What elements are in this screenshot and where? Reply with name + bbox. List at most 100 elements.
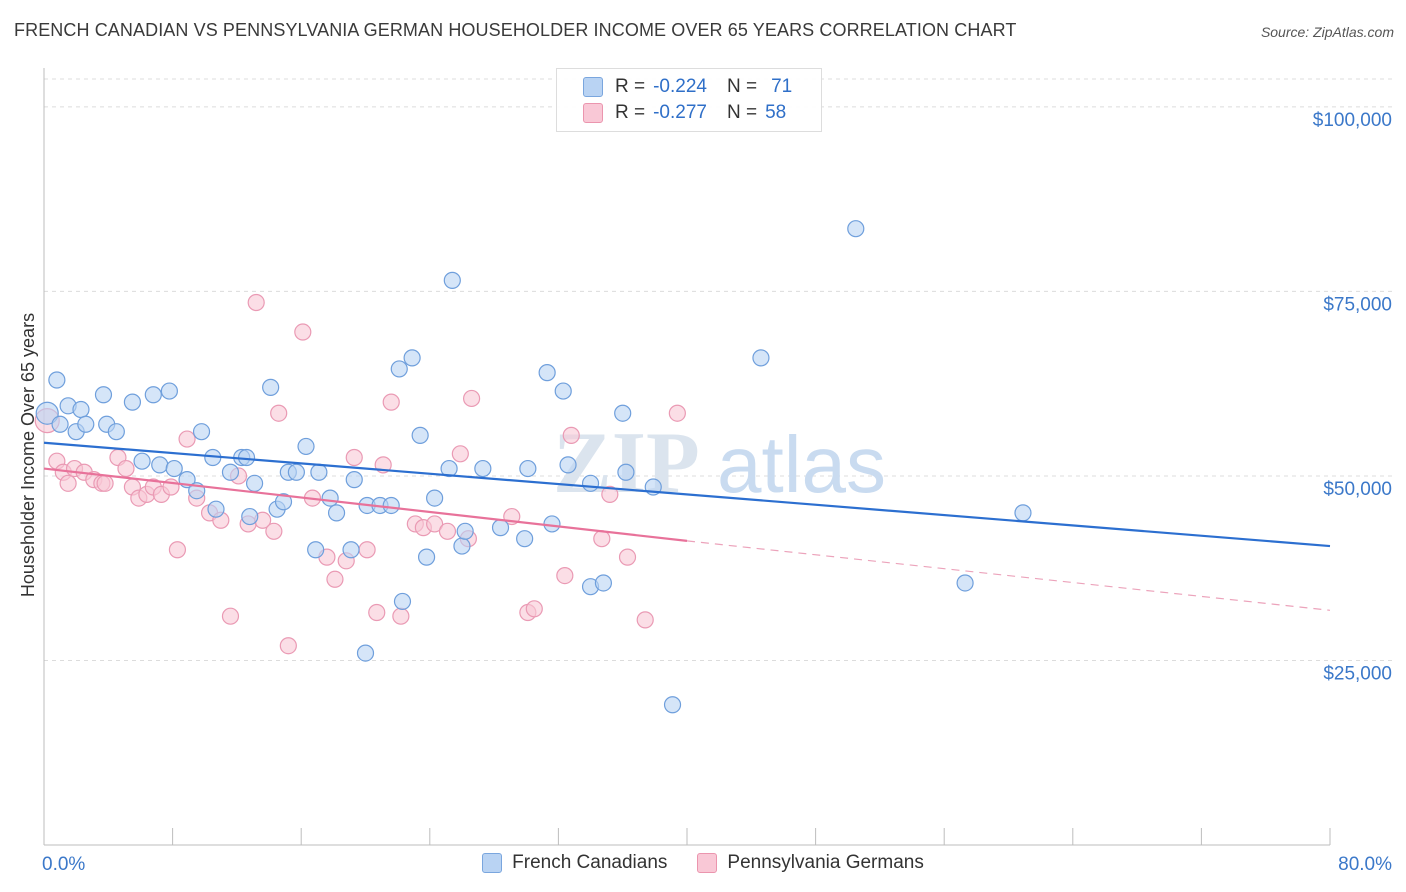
data-point-french-canadians bbox=[245, 474, 264, 492]
legend-label: French Canadians bbox=[512, 852, 668, 873]
data-point-french-canadians bbox=[262, 378, 280, 396]
data-point-pennsylvania-germans bbox=[636, 611, 654, 629]
data-point-pennsylvania-germans bbox=[358, 541, 376, 559]
data-point-french-canadians bbox=[77, 415, 95, 433]
data-point-french-canadians bbox=[543, 515, 561, 533]
data-point-french-canadians bbox=[581, 474, 600, 492]
data-point-french-canadians bbox=[107, 423, 125, 441]
legend-item-french-canadians[interactable]: French Canadians bbox=[482, 852, 667, 874]
data-point-french-canadians bbox=[221, 463, 240, 481]
data-point-french-canadians bbox=[554, 382, 572, 400]
data-point-french-canadians bbox=[390, 360, 408, 378]
legend-label: Pennsylvania Germans bbox=[727, 852, 924, 873]
data-point-french-canadians bbox=[287, 463, 305, 481]
data-point-french-canadians bbox=[752, 349, 770, 367]
legend-swatch-blue bbox=[583, 77, 603, 97]
data-point-french-canadians bbox=[94, 386, 113, 404]
data-point-pennsylvania-germans bbox=[294, 323, 312, 341]
data-point-french-canadians bbox=[165, 459, 183, 478]
data-point-pennsylvania-germans bbox=[562, 426, 580, 444]
legend-item-pennsylvania-germans[interactable]: Pennsylvania Germans bbox=[697, 852, 924, 874]
data-point-french-canadians bbox=[411, 426, 429, 444]
legend-n-label: N = bbox=[726, 102, 758, 123]
data-point-french-canadians bbox=[538, 364, 556, 382]
data-point-french-canadians bbox=[956, 574, 974, 592]
series-legend: French Canadians Pennsylvania Germans bbox=[0, 852, 1406, 874]
data-point-french-canadians bbox=[519, 459, 537, 478]
data-point-pennsylvania-germans bbox=[392, 607, 410, 625]
legend-swatch-pink bbox=[697, 853, 718, 873]
data-point-pennsylvania-germans bbox=[59, 474, 77, 492]
data-point-french-canadians bbox=[35, 401, 59, 425]
data-point-french-canadians bbox=[144, 386, 162, 404]
legend-r-label: R = bbox=[615, 102, 646, 123]
data-point-pennsylvania-germans bbox=[270, 404, 288, 422]
trend-line-pennsylvania-germans bbox=[43, 467, 688, 542]
legend-n-value: 71 bbox=[771, 76, 793, 97]
legend-n-label: N = bbox=[726, 76, 758, 97]
data-point-pennsylvania-germans bbox=[96, 474, 114, 492]
data-point-french-canadians bbox=[307, 541, 325, 559]
x-tick-label: 80.0% bbox=[1338, 854, 1392, 875]
data-point-pennsylvania-germans bbox=[525, 600, 543, 618]
data-point-pennsylvania-germans bbox=[279, 637, 297, 655]
data-point-french-canadians bbox=[310, 463, 328, 481]
legend-r-label: R = bbox=[615, 76, 646, 97]
data-point-french-canadians bbox=[133, 452, 151, 470]
data-point-french-canadians bbox=[426, 489, 444, 507]
watermark-atlas: atlas bbox=[717, 420, 886, 509]
y-tick-label: $100,000 bbox=[1313, 110, 1392, 131]
data-point-french-canadians bbox=[456, 522, 474, 540]
data-point-french-canadians bbox=[123, 393, 142, 411]
data-point-french-canadians bbox=[403, 349, 421, 367]
data-point-pennsylvania-germans bbox=[618, 548, 637, 566]
data-point-french-canadians bbox=[663, 696, 682, 714]
data-point-pennsylvania-germans bbox=[168, 541, 187, 559]
data-point-pennsylvania-germans bbox=[438, 522, 457, 540]
y-tick-label: $25,000 bbox=[1323, 663, 1392, 684]
data-point-pennsylvania-germans bbox=[462, 389, 481, 408]
data-point-french-canadians bbox=[443, 271, 461, 289]
data-point-french-canadians bbox=[356, 644, 375, 662]
data-point-pennsylvania-germans bbox=[382, 393, 400, 411]
data-point-pennsylvania-germans bbox=[345, 448, 363, 467]
data-point-french-canadians bbox=[417, 548, 436, 566]
data-point-french-canadians bbox=[192, 423, 211, 441]
legend-n-value: 58 bbox=[765, 102, 787, 123]
data-point-french-canadians bbox=[559, 456, 577, 474]
data-point-french-canadians bbox=[72, 400, 90, 419]
chart-title: FRENCH CANADIAN VS PENNSYLVANIA GERMAN H… bbox=[14, 20, 1017, 40]
data-point-french-canadians bbox=[207, 500, 225, 518]
y-tick-label: $75,000 bbox=[1323, 294, 1392, 315]
legend-r-value: -0.224 bbox=[653, 76, 707, 97]
data-point-french-canadians bbox=[393, 592, 412, 611]
legend-swatch-pink bbox=[583, 103, 603, 123]
data-point-pennsylvania-germans bbox=[178, 430, 196, 448]
legend-row-french-canadians: R = -0.224 N = 71 bbox=[583, 74, 792, 100]
y-axis-label: Householder Income Over 65 years bbox=[18, 313, 38, 597]
data-point-pennsylvania-germans bbox=[556, 566, 574, 585]
data-point-french-canadians bbox=[847, 220, 865, 238]
data-point-pennsylvania-germans bbox=[265, 522, 283, 540]
data-point-pennsylvania-germans bbox=[221, 607, 240, 625]
data-point-pennsylvania-germans bbox=[247, 293, 265, 312]
data-point-french-canadians bbox=[160, 382, 178, 400]
data-point-french-canadians bbox=[342, 541, 360, 559]
data-point-french-canadians bbox=[327, 504, 346, 522]
data-point-french-canadians bbox=[453, 537, 471, 555]
y-tick-label: $50,000 bbox=[1323, 479, 1392, 500]
data-point-pennsylvania-germans bbox=[368, 603, 386, 622]
legend-row-pennsylvania-germans: R = -0.277 N = 58 bbox=[583, 100, 786, 126]
data-point-pennsylvania-germans bbox=[601, 485, 619, 504]
legend-swatch-blue bbox=[482, 853, 503, 873]
data-point-french-canadians bbox=[1014, 504, 1032, 522]
x-tick-label: 0.0% bbox=[42, 854, 85, 875]
data-point-pennsylvania-germans bbox=[326, 570, 344, 588]
data-point-french-canadians bbox=[321, 489, 339, 507]
data-point-french-canadians bbox=[297, 437, 315, 456]
data-point-french-canadians bbox=[382, 496, 400, 515]
data-point-pennsylvania-germans bbox=[117, 459, 135, 478]
data-point-french-canadians bbox=[274, 493, 293, 511]
data-point-french-canadians bbox=[241, 507, 259, 526]
correlation-legend: R = -0.224 N = 71 R = -0.277 N = 58 bbox=[556, 68, 822, 132]
